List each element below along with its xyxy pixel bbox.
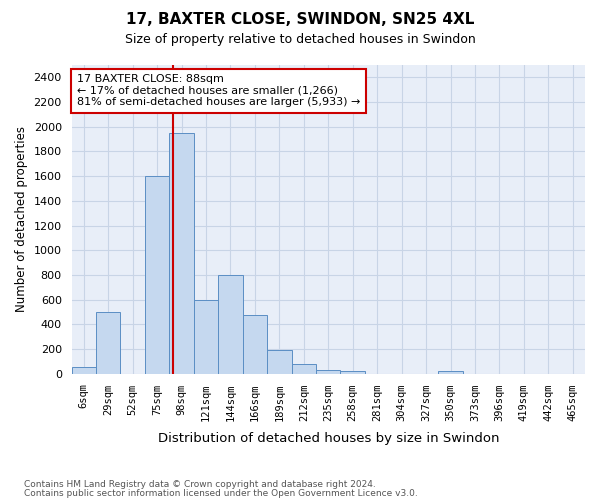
- Text: 17 BAXTER CLOSE: 88sqm
← 17% of detached houses are smaller (1,266)
81% of semi-: 17 BAXTER CLOSE: 88sqm ← 17% of detached…: [77, 74, 360, 108]
- Bar: [218, 275, 242, 374]
- Text: Contains public sector information licensed under the Open Government Licence v3: Contains public sector information licen…: [24, 488, 418, 498]
- Bar: [145, 176, 169, 374]
- Bar: [194, 300, 218, 374]
- Y-axis label: Number of detached properties: Number of detached properties: [15, 126, 28, 312]
- Text: Size of property relative to detached houses in Swindon: Size of property relative to detached ho…: [125, 32, 475, 46]
- Bar: [267, 350, 292, 374]
- Bar: [242, 315, 267, 374]
- Bar: [71, 368, 96, 374]
- Text: Contains HM Land Registry data © Crown copyright and database right 2024.: Contains HM Land Registry data © Crown c…: [24, 480, 376, 489]
- Bar: [96, 312, 121, 374]
- Bar: [169, 133, 194, 374]
- X-axis label: Distribution of detached houses by size in Swindon: Distribution of detached houses by size …: [158, 432, 499, 445]
- Bar: [292, 364, 316, 374]
- Bar: [316, 370, 340, 374]
- Bar: [340, 371, 365, 374]
- Text: 17, BAXTER CLOSE, SWINDON, SN25 4XL: 17, BAXTER CLOSE, SWINDON, SN25 4XL: [126, 12, 474, 28]
- Bar: [438, 371, 463, 374]
